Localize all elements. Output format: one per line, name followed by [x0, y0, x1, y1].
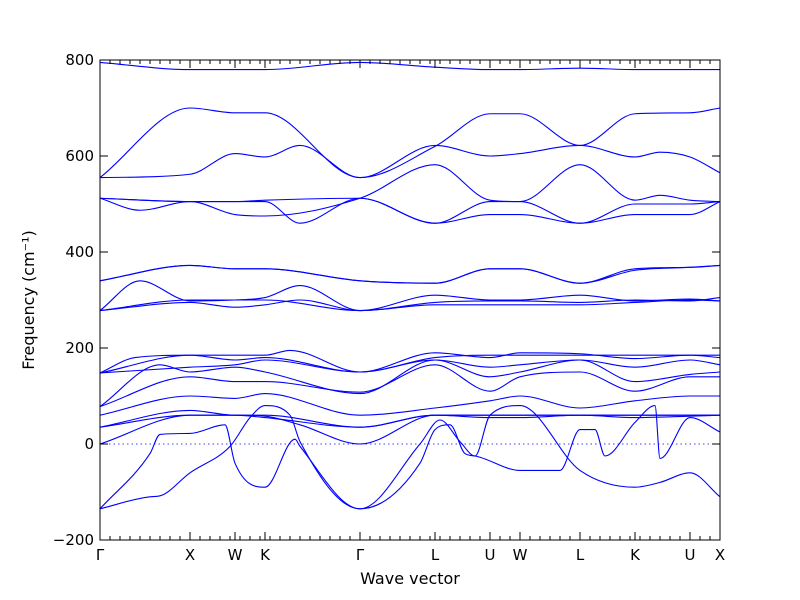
band-line-1 — [99, 61, 720, 71]
band-line-19 — [99, 414, 721, 428]
y-tick-label: 600 — [65, 147, 94, 165]
kpoint-label: L — [431, 546, 440, 564]
kpoint-label: Γ — [356, 546, 365, 564]
kpoint-label: K — [260, 546, 271, 564]
kpoint-label: X — [715, 546, 725, 564]
y-tick-label: −200 — [53, 531, 94, 549]
kpoint-label: W — [513, 546, 528, 564]
y-axis-label: Frequency (cm⁻¹) — [19, 230, 38, 369]
kpoint-label: W — [228, 546, 243, 564]
y-tick-label: 200 — [65, 339, 94, 357]
band-line-12 — [99, 349, 720, 374]
band-line-21 — [99, 405, 721, 510]
band-line-4 — [99, 164, 721, 217]
band-line-17 — [99, 393, 720, 416]
kpoint-label: U — [485, 546, 496, 564]
band-line-15 — [99, 359, 721, 408]
band-line-20 — [99, 405, 721, 510]
band-line-8 — [99, 264, 721, 284]
y-tick-label: 400 — [65, 243, 94, 261]
band-line-3 — [99, 144, 721, 179]
x-axis-label: Wave vector — [360, 569, 460, 588]
y-tick-label: 800 — [65, 51, 94, 69]
band-line-2 — [99, 107, 721, 179]
band-line-6 — [99, 197, 721, 224]
kpoint-label: X — [185, 546, 195, 564]
band-line-14 — [99, 359, 721, 374]
band-line-7 — [99, 264, 721, 284]
band-line-10 — [99, 299, 721, 312]
band-lines — [99, 61, 721, 510]
y-tick-label: 0 — [84, 435, 94, 453]
y-axis-ticks: −200 0 200 400 600 800 — [53, 51, 720, 549]
band-line-16 — [99, 364, 720, 408]
band-line-11 — [99, 297, 721, 312]
kpoint-label: K — [630, 546, 641, 564]
kpoint-label: Γ — [96, 546, 105, 564]
band-line-9 — [99, 280, 721, 312]
kpoint-label: U — [685, 546, 696, 564]
band-line-13 — [99, 352, 721, 374]
band-line-22 — [99, 414, 720, 445]
kpoint-label: L — [576, 546, 585, 564]
